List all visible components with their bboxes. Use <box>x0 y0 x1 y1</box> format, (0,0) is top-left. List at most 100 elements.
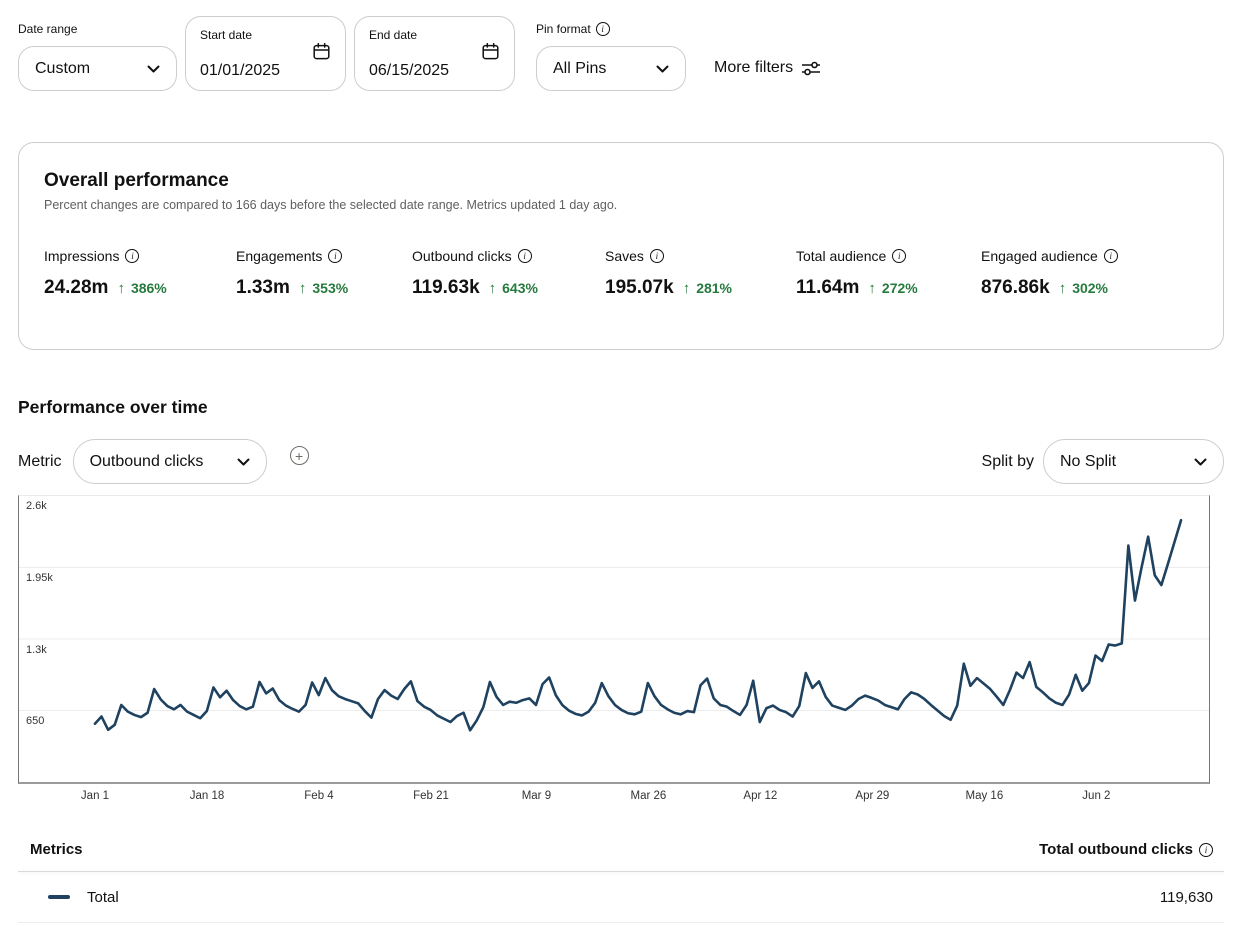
metric-select[interactable]: Outbound clicks <box>72 439 267 484</box>
date-range-group: Date range Custom <box>18 22 177 91</box>
start-date-label: Start date <box>200 28 253 42</box>
table-header-total-outbound-clicks: Total outbound clicks i <box>1039 841 1213 858</box>
performance-over-time-title: Performance over time <box>18 397 208 417</box>
table-header-right-text: Total outbound clicks <box>1039 841 1193 858</box>
info-icon[interactable]: i <box>517 249 532 263</box>
split-by-value: No Split <box>1060 452 1117 470</box>
table-header: Metrics Total outbound clicks i <box>18 841 1224 858</box>
filter-sliders-icon <box>802 61 821 75</box>
table-divider <box>18 871 1224 872</box>
date-range-label: Date range <box>18 22 78 36</box>
date-range-select[interactable]: Custom <box>18 46 177 91</box>
metric-value: 876.86k <box>981 277 1050 298</box>
start-date-value: 01/01/2025 <box>200 62 281 79</box>
metric-select-value: Outbound clicks <box>89 452 204 470</box>
add-metric-button[interactable]: + <box>289 446 309 465</box>
metric-change: 353% <box>312 280 349 296</box>
end-date-value: 06/15/2025 <box>369 62 450 79</box>
row-name: Total <box>87 888 119 906</box>
metric-total-audience: Total audience i 11.64m ↑ 272% <box>796 248 981 299</box>
end-date-label: End date <box>369 28 418 42</box>
pin-format-value: All Pins <box>553 59 607 77</box>
info-icon[interactable]: i <box>892 249 907 263</box>
metric-label: Engaged audience <box>981 248 1098 264</box>
metric-saves: Saves i 195.07k ↑ 281% <box>605 248 796 299</box>
chart-gridlines <box>19 567 1209 711</box>
pin-format-select[interactable]: All Pins <box>536 46 686 91</box>
x-tick-label: Jan 18 <box>189 790 225 802</box>
metric-label: Total audience <box>796 248 887 264</box>
metric-change: 643% <box>502 280 538 296</box>
info-icon[interactable]: i <box>328 249 343 263</box>
overall-performance-card: Overall performance Percent changes are … <box>18 142 1224 350</box>
date-range-value: Custom <box>35 59 91 77</box>
metric-label: Outbound clicks <box>412 248 512 264</box>
card-subtitle: Percent changes are compared to 166 days… <box>44 198 618 212</box>
info-icon[interactable]: i <box>595 22 610 36</box>
chart-controls: Metric Outbound clicks + Split by No Spl… <box>18 439 1224 484</box>
metric-value: 24.28m <box>44 277 109 298</box>
metric-label: Saves <box>605 248 644 264</box>
table-row-total: Total 119,630 <box>18 872 1224 922</box>
info-icon[interactable]: i <box>1199 842 1213 857</box>
total-series-line <box>93 518 1183 732</box>
x-tick-label: May 16 <box>965 790 1004 802</box>
increase-arrow-icon: ↑ <box>682 280 691 297</box>
chart-svg <box>19 518 1209 732</box>
analytics-page: Date range Custom Start date 01/01/2025 … <box>18 0 1224 923</box>
pin-format-label: Pin format i <box>536 22 686 36</box>
metric-select-label: Metric <box>18 452 62 470</box>
info-icon[interactable]: i <box>125 249 140 263</box>
chevron-down-icon <box>237 458 250 465</box>
metric-impressions: Impressions i 24.28m ↑ 386% <box>44 248 236 299</box>
calendar-icon[interactable] <box>312 42 331 61</box>
x-tick-label: Feb 4 <box>304 790 334 802</box>
x-tick-label: Mar 9 <box>521 790 552 802</box>
increase-arrow-icon: ↑ <box>868 280 876 297</box>
x-tick-label: Mar 26 <box>630 790 667 802</box>
chevron-down-icon <box>147 65 160 72</box>
more-filters-button[interactable]: More filters <box>714 59 821 77</box>
end-date-field[interactable]: End date 06/15/2025 <box>354 16 515 91</box>
filters-bar: Date range Custom Start date 01/01/2025 … <box>18 0 1224 91</box>
metrics-table: Metrics Total outbound clicks i Total 11… <box>18 841 1224 923</box>
x-tick-label: Feb 21 <box>413 790 449 802</box>
x-tick-label: Apr 12 <box>743 790 778 802</box>
metric-value: 11.64m <box>796 277 860 298</box>
chart-region: 650 1.3k 1.95k 2.6k Jan 1 Jan 18 Feb 4 Feb 21 M… <box>18 495 1224 810</box>
metric-change: 386% <box>130 280 167 296</box>
more-filters-label: More filters <box>714 59 794 76</box>
row-value: 119,630 <box>1159 888 1213 906</box>
metric-engaged-audience: Engaged audience i 876.86k ↑ 302% <box>981 248 1198 299</box>
metric-value: 1.33m <box>236 277 290 298</box>
table-header-metrics: Metrics <box>30 841 83 858</box>
card-title: Overall performance <box>44 170 229 191</box>
pin-format-group: Pin format i All Pins <box>536 22 686 91</box>
info-icon[interactable]: i <box>1103 249 1118 263</box>
x-tick-label: Apr 29 <box>855 790 890 802</box>
metric-label: Engagements <box>236 248 323 264</box>
line-chart[interactable]: 650 1.3k 1.95k 2.6k <box>18 495 1210 784</box>
metrics-grid: Impressions i 24.28m ↑ 386% Engagements i 1.… <box>44 248 1198 299</box>
metric-outbound-clicks: Outbound clicks i 119.63k ↑ 643% <box>412 248 605 299</box>
increase-arrow-icon: ↑ <box>117 280 125 297</box>
metric-change: 302% <box>1072 280 1108 296</box>
increase-arrow-icon: ↑ <box>298 280 307 297</box>
metric-engagements: Engagements i 1.33m ↑ 353% <box>236 248 412 299</box>
info-icon[interactable]: i <box>649 249 664 263</box>
x-tick-label: Jan 1 <box>80 790 110 802</box>
increase-arrow-icon: ↑ <box>1058 280 1067 297</box>
chevron-down-icon <box>1194 458 1207 465</box>
split-by-label: Split by <box>981 452 1034 470</box>
calendar-icon[interactable] <box>481 42 500 61</box>
split-by-select[interactable]: No Split <box>1043 439 1224 484</box>
pin-format-label-text: Pin format <box>536 22 591 36</box>
metric-label: Impressions <box>44 248 120 264</box>
row-divider <box>18 922 1224 923</box>
metric-change: 281% <box>696 280 732 296</box>
increase-arrow-icon: ↑ <box>488 280 497 297</box>
x-tick-label: Jun 2 <box>1082 790 1111 802</box>
metric-value: 119.63k <box>412 277 480 298</box>
start-date-field[interactable]: Start date 01/01/2025 <box>185 16 346 91</box>
x-axis-ticks: Jan 1 Jan 18 Feb 4 Feb 21 Mar 9 Mar 26 Apr 12 A… <box>18 784 1210 810</box>
